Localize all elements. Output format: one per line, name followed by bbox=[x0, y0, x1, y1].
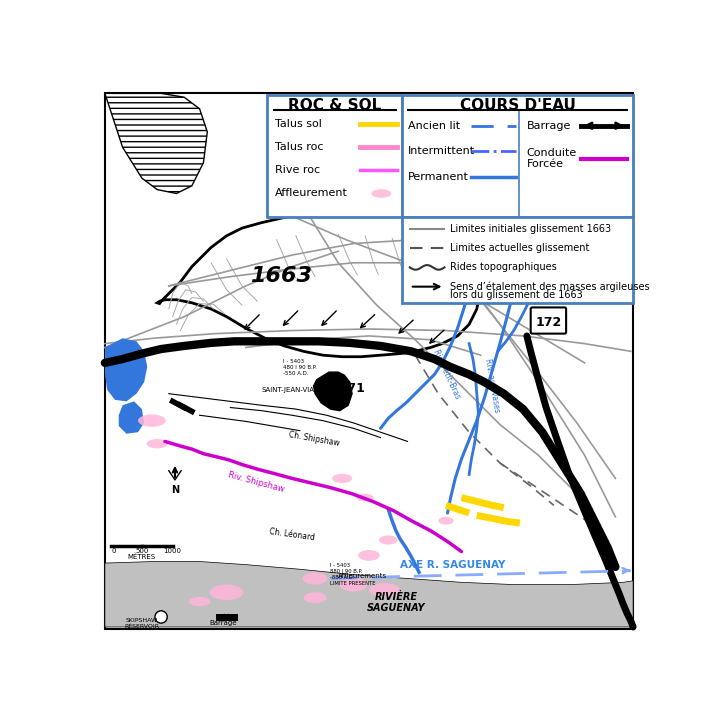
Text: SAINT-JEAN-VIANNEY: SAINT-JEAN-VIANNEY bbox=[261, 387, 333, 393]
Text: Permanent: Permanent bbox=[408, 171, 469, 181]
Text: Conduite: Conduite bbox=[527, 149, 577, 159]
Text: Ancien lit: Ancien lit bbox=[408, 121, 460, 131]
Text: Talus roc: Talus roc bbox=[275, 142, 323, 152]
Text: SAGUENAY: SAGUENAY bbox=[366, 603, 426, 613]
Ellipse shape bbox=[304, 593, 327, 603]
Polygon shape bbox=[105, 338, 148, 401]
Ellipse shape bbox=[340, 578, 367, 592]
Text: RIVIÈRE: RIVIÈRE bbox=[374, 592, 418, 602]
Text: Forcée: Forcée bbox=[527, 159, 564, 169]
Text: Barrage: Barrage bbox=[209, 620, 236, 625]
Text: 1971: 1971 bbox=[330, 382, 365, 395]
Polygon shape bbox=[105, 561, 633, 627]
Text: 1000: 1000 bbox=[163, 548, 181, 554]
Text: Limites actuelles glissement: Limites actuelles glissement bbox=[450, 243, 589, 253]
Text: COURS D'EAU: COURS D'EAU bbox=[459, 99, 575, 114]
Text: RÉSERVOIR: RÉSERVOIR bbox=[125, 624, 159, 629]
Ellipse shape bbox=[438, 517, 454, 525]
Ellipse shape bbox=[356, 494, 374, 501]
Polygon shape bbox=[157, 211, 481, 357]
Text: Riv. Shipshaw: Riv. Shipshaw bbox=[227, 471, 285, 494]
Polygon shape bbox=[314, 372, 352, 411]
Ellipse shape bbox=[146, 439, 168, 448]
Text: ROC & SOL: ROC & SOL bbox=[288, 99, 382, 114]
Text: 500: 500 bbox=[135, 548, 148, 554]
Text: Barrage: Barrage bbox=[527, 121, 571, 131]
Ellipse shape bbox=[303, 573, 328, 585]
Text: 0: 0 bbox=[111, 548, 115, 554]
Text: N: N bbox=[171, 485, 179, 495]
Text: Sens d’étalement des masses argileuses: Sens d’étalement des masses argileuses bbox=[450, 281, 649, 292]
Ellipse shape bbox=[379, 536, 397, 545]
Text: Rides topographiques: Rides topographiques bbox=[450, 263, 557, 273]
FancyBboxPatch shape bbox=[531, 308, 566, 333]
Text: Talus sol: Talus sol bbox=[275, 119, 322, 129]
Text: Riv. aux Vases: Riv. aux Vases bbox=[483, 358, 501, 413]
Ellipse shape bbox=[138, 414, 166, 427]
Ellipse shape bbox=[210, 585, 243, 600]
Ellipse shape bbox=[359, 550, 379, 560]
Text: SKIPSHAW: SKIPSHAW bbox=[126, 618, 158, 623]
Bar bbox=[267, 95, 402, 216]
Text: Intermittent: Intermittent bbox=[408, 146, 475, 156]
Text: Limites initiales glissement 1663: Limites initiales glissement 1663 bbox=[450, 224, 611, 234]
Bar bbox=[402, 216, 633, 303]
Text: lors du glissement de 1663: lors du glissement de 1663 bbox=[450, 290, 582, 300]
Text: Ch. Shipshaw: Ch. Shipshaw bbox=[288, 431, 341, 448]
Text: AXE R. SAGUENAY: AXE R. SAGUENAY bbox=[400, 560, 505, 570]
Text: I - 5403
880 I 90 B.P.
-880 A.D.
LIMITE PRESENTE: I - 5403 880 I 90 B.P. -880 A.D. LIMITE … bbox=[330, 563, 376, 585]
Text: MÈTRES: MÈTRES bbox=[127, 554, 156, 560]
Bar bbox=[402, 95, 633, 216]
Circle shape bbox=[155, 610, 167, 623]
Text: Affleurements: Affleurements bbox=[338, 573, 387, 580]
Text: Ch. Léonard: Ch. Léonard bbox=[269, 527, 315, 542]
Ellipse shape bbox=[369, 583, 400, 597]
Text: I - 5403
480 I 90 B.P.
-550 A.D.: I - 5403 480 I 90 B.P. -550 A.D. bbox=[283, 359, 317, 376]
Polygon shape bbox=[119, 401, 144, 433]
Ellipse shape bbox=[372, 189, 392, 198]
Ellipse shape bbox=[332, 474, 352, 483]
Text: 1663: 1663 bbox=[250, 266, 312, 286]
Text: Rive roc: Rive roc bbox=[275, 166, 320, 176]
Text: 172: 172 bbox=[535, 316, 562, 328]
Polygon shape bbox=[105, 94, 207, 193]
Ellipse shape bbox=[189, 597, 210, 606]
Text: Riv. Petit-Bras: Riv. Petit-Bras bbox=[431, 348, 462, 401]
Text: Affleurement: Affleurement bbox=[275, 188, 348, 198]
